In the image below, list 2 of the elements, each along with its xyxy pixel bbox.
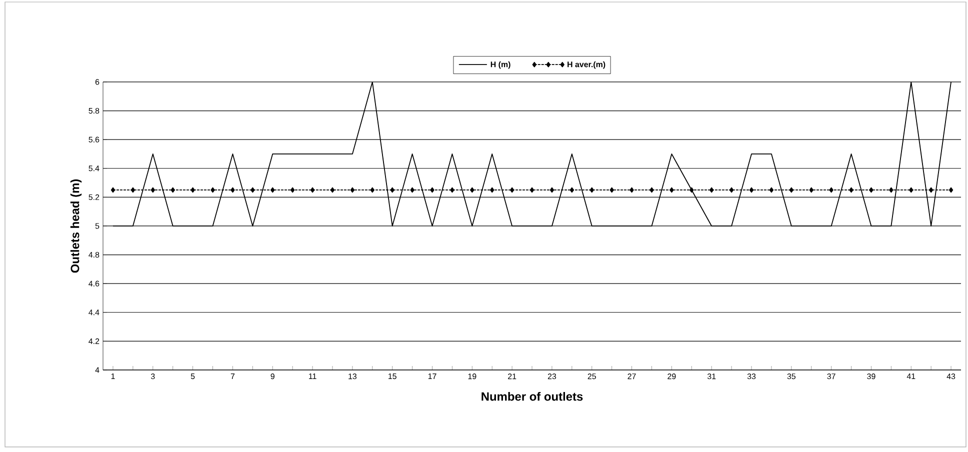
y-axis-title: Outlets head (m) [70,179,82,273]
x-axis-title: Number of outlets [482,392,583,401]
